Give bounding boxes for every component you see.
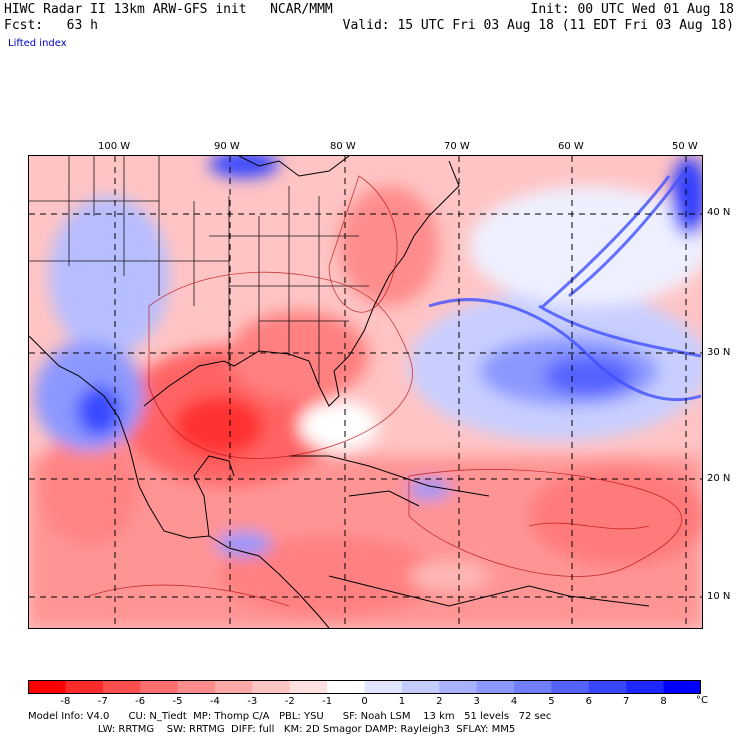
lat-label-20n: 20 N bbox=[707, 473, 731, 484]
colorbar-tick-label: 2 bbox=[436, 696, 443, 707]
colorbar-tick-label: 8 bbox=[660, 696, 667, 707]
lat-label-30n: 30 N bbox=[707, 347, 731, 358]
lat-label-40n: 40 N bbox=[707, 207, 731, 218]
colorbar-swatch bbox=[252, 680, 291, 694]
model-info-line-1: Model Info: V4.0 CU: N_Tiedt MP: Thomp C… bbox=[28, 711, 552, 722]
colorbar-swatch bbox=[551, 680, 590, 694]
colorbar-tick-label: 6 bbox=[585, 696, 593, 707]
colorbar-swatch bbox=[364, 680, 403, 694]
colorbar-tick-label: -8 bbox=[60, 696, 71, 707]
colorbar-swatch bbox=[289, 680, 328, 694]
colorbar-tick-label: -6 bbox=[135, 696, 146, 707]
lon-label-90w: 90 W bbox=[214, 141, 240, 152]
colorbar-swatch bbox=[439, 680, 478, 694]
colorbar-swatch bbox=[177, 680, 216, 694]
forecast-hour: Fcst: 63 h bbox=[4, 18, 98, 33]
colorbar-tick-label: 5 bbox=[548, 696, 555, 707]
colorbar-swatch bbox=[401, 680, 440, 694]
field-name: Lifted index bbox=[8, 38, 67, 49]
colorbar-tick-label: 1 bbox=[398, 696, 406, 707]
lon-label-60w: 60 W bbox=[558, 141, 584, 152]
colorbar-swatch bbox=[214, 680, 253, 694]
colorbar-tick-label: 0 bbox=[361, 696, 368, 707]
colorbar-swatch bbox=[588, 680, 627, 694]
colorbar-tick-label: -5 bbox=[172, 696, 183, 707]
contours bbox=[88, 175, 682, 607]
colorbar-swatch bbox=[514, 680, 552, 694]
lon-label-80w: 80 W bbox=[330, 141, 356, 152]
colorbar bbox=[28, 680, 701, 694]
colorbar-swatch bbox=[663, 680, 701, 694]
lon-label-70w: 70 W bbox=[444, 141, 470, 152]
valid-time: Valid: 15 UTC Fri 03 Aug 18 (11 EDT Fri … bbox=[342, 18, 734, 33]
colorbar-swatch bbox=[476, 680, 515, 694]
colorbar-outline bbox=[28, 680, 701, 694]
lon-label-100w: 100 W bbox=[98, 141, 131, 152]
colorbar-tick-label: -4 bbox=[209, 696, 220, 707]
colorbar-swatch bbox=[102, 680, 141, 694]
model-info-line-2: LW: RRTMG SW: RRTMG DIFF: full KM: 2D Sm… bbox=[28, 724, 516, 735]
colorbar-swatch bbox=[327, 680, 365, 694]
lon-label-50w: 50 W bbox=[672, 141, 698, 152]
colorbar-swatch bbox=[65, 680, 104, 694]
title-line-1: HIWC Radar II 13km ARW-GFS init NCAR/MMM bbox=[4, 2, 333, 17]
colorbar-swatch bbox=[28, 680, 66, 694]
colorbar-swatch bbox=[140, 680, 179, 694]
lifted-index-map bbox=[28, 155, 703, 629]
colorbar-tick-label: 7 bbox=[623, 696, 630, 707]
colorbar-tick-label: -1 bbox=[322, 696, 333, 707]
atlantic-streaks bbox=[428, 165, 702, 402]
lat-label-10n: 10 N bbox=[707, 591, 731, 602]
colorbar-tick-label: 4 bbox=[510, 696, 518, 707]
colorbar-tick-label: -7 bbox=[97, 696, 108, 707]
colorbar-unit: °C bbox=[696, 695, 708, 706]
colorbar-tick-label: -3 bbox=[247, 696, 258, 707]
colorbar-swatch bbox=[626, 680, 665, 694]
colorbar-tick-label: 3 bbox=[473, 696, 480, 707]
colorbar-tick-label: -2 bbox=[284, 696, 295, 707]
init-time: Init: 00 UTC Wed 01 Aug 18 bbox=[530, 2, 735, 17]
li-field-shading bbox=[29, 156, 702, 628]
graticule bbox=[29, 156, 702, 628]
state-borders bbox=[29, 156, 369, 386]
